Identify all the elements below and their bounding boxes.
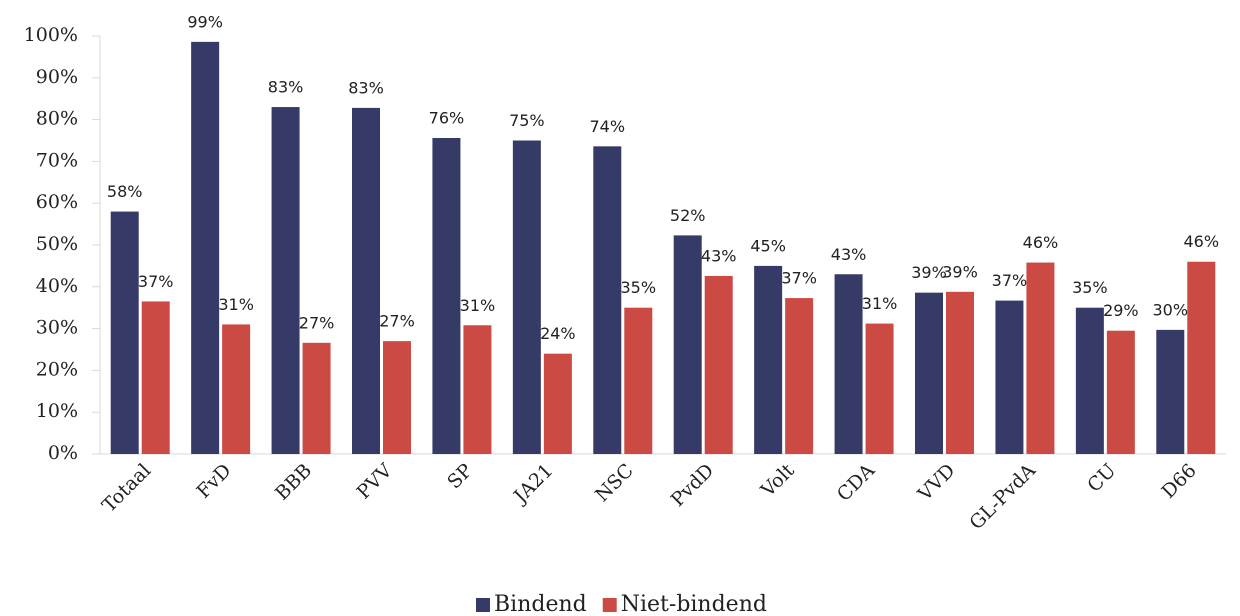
y-tick-label: 60% xyxy=(36,191,78,213)
data-label: 46% xyxy=(1023,233,1059,252)
legend-swatch xyxy=(476,598,490,612)
bar xyxy=(673,235,702,454)
bar xyxy=(110,211,139,454)
bar xyxy=(141,301,170,454)
y-tick-label: 50% xyxy=(36,233,78,255)
bar xyxy=(1156,329,1185,454)
bar xyxy=(754,265,783,454)
data-label: 30% xyxy=(1153,300,1189,319)
x-tick-label: FvD xyxy=(192,460,235,503)
bar xyxy=(543,353,572,454)
bar xyxy=(383,341,411,454)
bar xyxy=(1187,261,1216,454)
y-tick-label: 70% xyxy=(36,149,78,171)
bar xyxy=(785,298,814,454)
x-tick-label: Totaal xyxy=(98,460,155,517)
bar xyxy=(271,107,300,454)
y-tick-label: 100% xyxy=(24,24,78,46)
bar xyxy=(704,275,733,454)
data-label: 35% xyxy=(621,278,657,297)
bar xyxy=(1026,262,1055,454)
y-tick-label: 90% xyxy=(36,66,78,88)
bar xyxy=(302,342,331,454)
x-tick-label: PVV xyxy=(353,459,397,503)
data-label: 75% xyxy=(509,111,545,130)
x-tick-label: CU xyxy=(1083,460,1120,497)
bar xyxy=(946,291,974,454)
data-label: 37% xyxy=(781,269,817,288)
x-tick-label: SP xyxy=(443,459,477,493)
y-tick-label: 0% xyxy=(48,442,78,464)
data-label: 83% xyxy=(268,78,304,97)
bar xyxy=(512,140,541,454)
bar xyxy=(463,325,492,454)
data-label: 45% xyxy=(750,236,786,255)
data-label: 37% xyxy=(992,271,1028,290)
data-label: 31% xyxy=(862,294,898,313)
x-tick-label: GL-PvdA xyxy=(965,459,1040,534)
data-label: 39% xyxy=(911,263,947,282)
bar xyxy=(432,137,461,454)
x-tick-label: PvdD xyxy=(667,460,719,512)
bar xyxy=(995,300,1024,454)
legend-label: Bindend xyxy=(494,592,587,616)
y-tick-label: 30% xyxy=(36,317,78,339)
y-tick-label: 20% xyxy=(36,358,78,380)
data-label: 43% xyxy=(701,246,737,265)
data-label: 99% xyxy=(187,12,223,31)
legend-label: Niet-bindend xyxy=(621,592,767,616)
data-label: 31% xyxy=(460,296,496,315)
x-tick-label: CDA xyxy=(833,459,880,506)
y-tick-label: 40% xyxy=(36,275,78,297)
data-label: 24% xyxy=(540,324,576,343)
x-tick-label: Volt xyxy=(756,459,799,502)
data-label: 52% xyxy=(670,206,706,225)
data-label: 35% xyxy=(1072,278,1108,297)
bar xyxy=(222,324,251,454)
data-label: 74% xyxy=(590,117,626,136)
y-tick-label: 10% xyxy=(36,400,78,422)
bar xyxy=(1075,307,1104,454)
bar xyxy=(1106,330,1135,454)
data-label: 83% xyxy=(348,78,384,97)
x-tick-label: JA21 xyxy=(508,460,557,509)
data-label: 39% xyxy=(942,262,978,281)
data-label: 29% xyxy=(1103,301,1139,320)
data-label: 31% xyxy=(218,295,254,314)
x-tick-label: D66 xyxy=(1157,460,1200,503)
data-label: 27% xyxy=(379,312,415,331)
bar xyxy=(624,307,653,454)
bar xyxy=(352,107,380,455)
x-tick-label: VVD xyxy=(913,460,959,506)
data-label: 46% xyxy=(1184,232,1220,251)
data-label: 43% xyxy=(831,245,867,264)
bar xyxy=(191,41,220,455)
data-label: 76% xyxy=(429,108,465,127)
bar xyxy=(865,323,894,454)
x-tick-label: BBB xyxy=(271,460,316,505)
x-tick-label: NSC xyxy=(591,460,638,507)
legend-swatch xyxy=(602,598,617,612)
data-label: 37% xyxy=(138,272,174,291)
data-label: 27% xyxy=(299,313,335,332)
bar xyxy=(593,146,622,455)
bar xyxy=(915,292,943,454)
data-label: 58% xyxy=(107,182,143,201)
bar xyxy=(834,274,863,454)
y-tick-label: 80% xyxy=(36,108,78,130)
